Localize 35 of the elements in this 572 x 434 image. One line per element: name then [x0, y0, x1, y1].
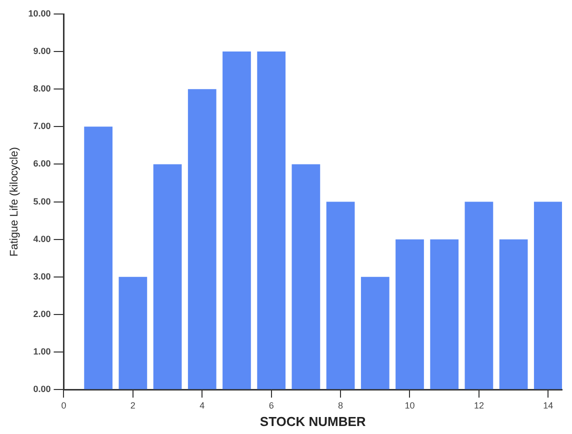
bar	[396, 239, 424, 390]
x-tick-label: 14	[543, 400, 554, 410]
y-tick-label: 8.00	[33, 84, 51, 94]
x-tick-label: 10	[404, 400, 415, 410]
y-tick-label: 9.00	[33, 46, 51, 56]
bar	[430, 239, 459, 390]
x-tick-label: 0	[61, 400, 66, 410]
bar	[360, 276, 390, 390]
y-tick-label: 5.00	[33, 196, 51, 206]
y-tick-label: 3.00	[33, 271, 51, 282]
bar	[534, 202, 562, 390]
x-tick-label: 2	[130, 400, 136, 410]
y-tick-label: 1.00	[33, 346, 51, 357]
bar	[326, 202, 355, 390]
y-tick-label: 4.00	[33, 234, 51, 244]
bar	[153, 164, 182, 390]
bar	[499, 239, 528, 390]
x-tick-label: 4	[200, 400, 205, 410]
x-tick-label: 12	[474, 400, 484, 410]
y-tick-label: 0.00	[33, 384, 51, 394]
x-tick-label: 8	[338, 400, 344, 410]
y-tick-label: 6.00	[33, 158, 51, 169]
bar	[464, 202, 494, 390]
bar	[84, 126, 113, 390]
bar	[257, 52, 286, 390]
x-axis-title: STOCK NUMBER	[260, 414, 366, 429]
y-tick-label: 2.00	[33, 308, 51, 319]
x-tick-label: 6	[268, 400, 274, 410]
bar	[222, 52, 251, 390]
bar	[118, 276, 148, 390]
bar	[188, 89, 216, 390]
y-tick-label: 10.00	[28, 8, 51, 18]
y-tick-label: 7.00	[33, 121, 51, 132]
bar	[292, 164, 320, 390]
y-axis-title: Fatigue Life (kilocycle)	[8, 147, 21, 257]
